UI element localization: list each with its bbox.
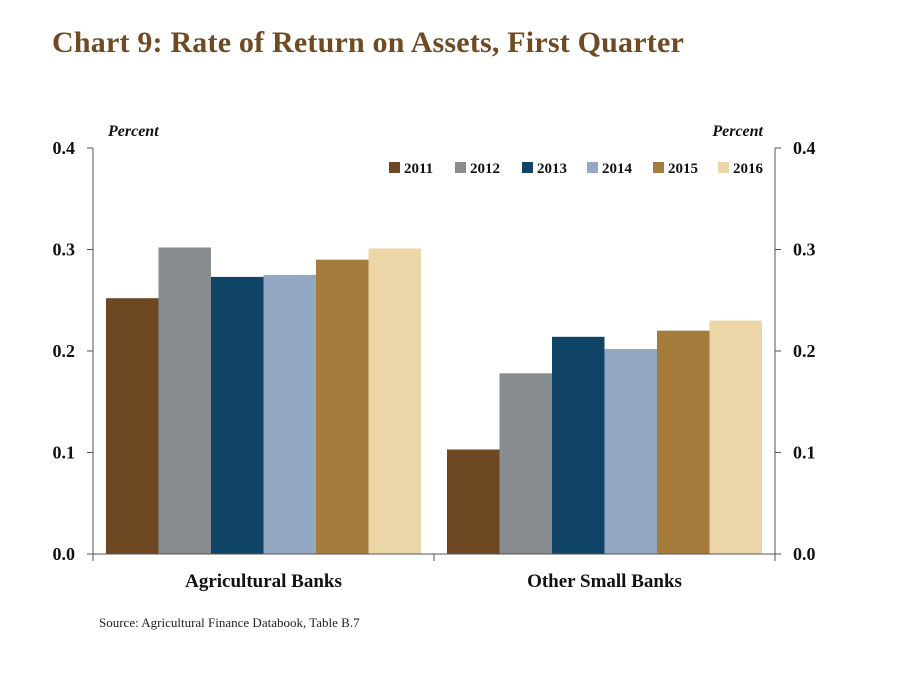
legend-swatch-2014 (587, 162, 598, 173)
bar-2012-0 (158, 247, 211, 554)
bar-2011-0 (106, 298, 159, 554)
y-tick-label-right: 0.4 (793, 138, 816, 158)
y-tick-label-left: 0.4 (53, 138, 76, 158)
bar-2014-0 (263, 274, 316, 554)
bar-2016-0 (368, 248, 421, 554)
legend-swatch-2015 (653, 162, 664, 173)
y-tick-label-left: 0.0 (53, 544, 76, 564)
bar-2013-1 (552, 336, 605, 554)
y-tick-label-right: 0.3 (793, 240, 816, 260)
y-tick-label-right: 0.1 (793, 443, 816, 463)
bar-2011-1 (447, 449, 500, 554)
legend-label-2013: 2013 (537, 161, 567, 177)
legend-swatch-2011 (389, 162, 400, 173)
bar-2013-0 (211, 276, 264, 554)
y-tick-label-left: 0.2 (53, 341, 76, 361)
y-axis-label-left: Percent (107, 123, 159, 140)
bar-2015-0 (316, 259, 369, 554)
source-note: Source: Agricultural Finance Databook, T… (99, 615, 360, 630)
y-tick-label-left: 0.1 (53, 443, 76, 463)
legend-label-2016: 2016 (733, 161, 764, 177)
bar-2012-1 (499, 373, 552, 554)
legend-swatch-2016 (718, 162, 729, 173)
legend-label-2011: 2011 (404, 161, 433, 177)
legend-label-2012: 2012 (470, 161, 500, 177)
legend-label-2015: 2015 (668, 161, 698, 177)
bar-2015-1 (657, 330, 710, 554)
y-tick-label-right: 0.0 (793, 544, 816, 564)
legend-swatch-2013 (522, 162, 533, 173)
legend-swatch-2012 (455, 162, 466, 173)
chart-title: Chart 9: Rate of Return on Assets, First… (52, 26, 684, 59)
y-tick-label-left: 0.3 (53, 240, 76, 260)
x-tick-label: Other Small Banks (527, 571, 682, 592)
bar-2014-1 (604, 349, 657, 554)
bar-2016-1 (709, 320, 762, 554)
y-tick-label-right: 0.2 (793, 341, 816, 361)
legend-label-2014: 2014 (602, 161, 633, 177)
y-axis-label-right: Percent (711, 123, 763, 140)
x-tick-label: Agricultural Banks (185, 571, 342, 592)
